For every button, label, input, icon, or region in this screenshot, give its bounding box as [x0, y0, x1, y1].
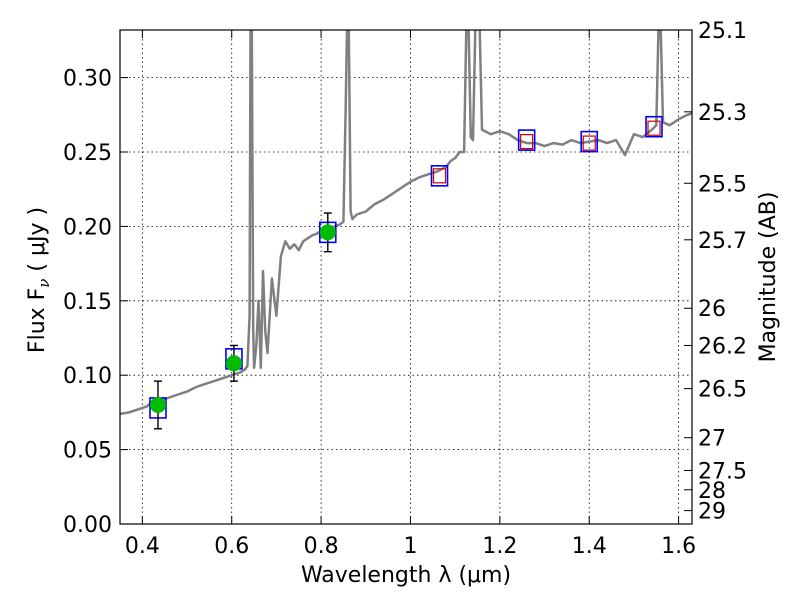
right-tick-label: 26: [698, 297, 726, 322]
model-box: [645, 115, 663, 138]
x-axis-label: Wavelength λ (μm): [301, 563, 511, 588]
upper-limit-marker: [647, 120, 661, 136]
right-tick-label: 27: [698, 427, 726, 452]
observed-point: [225, 355, 242, 372]
model-box: [517, 129, 536, 151]
y-tick-label: 0.05: [63, 439, 112, 464]
right-tick-label: 28: [698, 479, 726, 504]
axis-ticks: 0.4 0.6 0.8 1 1.2 1.4 1.6 0.00 0.05 0.10 0.15 0.20 0…: [63, 19, 747, 559]
right-tick-label: 26.2: [698, 334, 747, 359]
y-tick-label: 0.25: [63, 141, 112, 166]
right-tick-label: 27.5: [698, 459, 747, 484]
plot-series: [120, 30, 692, 430]
y-tick-label: 0.20: [63, 215, 112, 240]
plot-frame: [119, 29, 693, 525]
x-tick-label: 1: [403, 534, 417, 559]
right-tick-label: 25.1: [698, 19, 747, 44]
x-tick-label: 0.4: [125, 534, 160, 559]
x-tick-label: 0.8: [304, 534, 339, 559]
x-tick-label: 1.6: [661, 534, 696, 559]
upper-limit-marker: [520, 133, 534, 150]
y-axis-label-left: Flux Fν ( μJy ): [25, 207, 53, 353]
right-tick-label: 26.5: [698, 378, 747, 403]
y-label-subscript: ν: [35, 279, 53, 288]
model-box: [580, 130, 599, 153]
grid-lines: [120, 30, 692, 524]
y-label-unit: ( μJy ): [25, 207, 50, 279]
upper-limit-marker: [582, 135, 596, 151]
upper-limit-marker: [432, 168, 447, 184]
spectrum-line: [120, 30, 692, 416]
y-tick-label: 0.00: [63, 513, 112, 538]
y-tick-label: 0.30: [63, 67, 112, 92]
right-tick-label: 25.5: [698, 172, 747, 197]
right-tick-label: 29: [698, 500, 726, 525]
right-tick-label: 25.3: [698, 101, 747, 126]
x-tick-label: 1.4: [572, 534, 607, 559]
x-tick-label: 1.2: [482, 534, 517, 559]
svg-text:Flux Fν ( μJy ): Flux Fν ( μJy ): [25, 207, 53, 353]
y-tick-label: 0.15: [63, 290, 112, 315]
y-label-flux: Flux F: [25, 288, 50, 353]
observed-point: [319, 224, 336, 241]
right-tick-label: 25.7: [698, 229, 747, 254]
y-tick-label: 0.10: [63, 364, 112, 389]
y-axis-label-right: Magnitude (AB): [756, 192, 781, 363]
x-tick-label: 0.6: [214, 534, 249, 559]
clipped-series: [120, 30, 692, 430]
observed-point: [149, 396, 166, 413]
model-box: [430, 165, 449, 187]
